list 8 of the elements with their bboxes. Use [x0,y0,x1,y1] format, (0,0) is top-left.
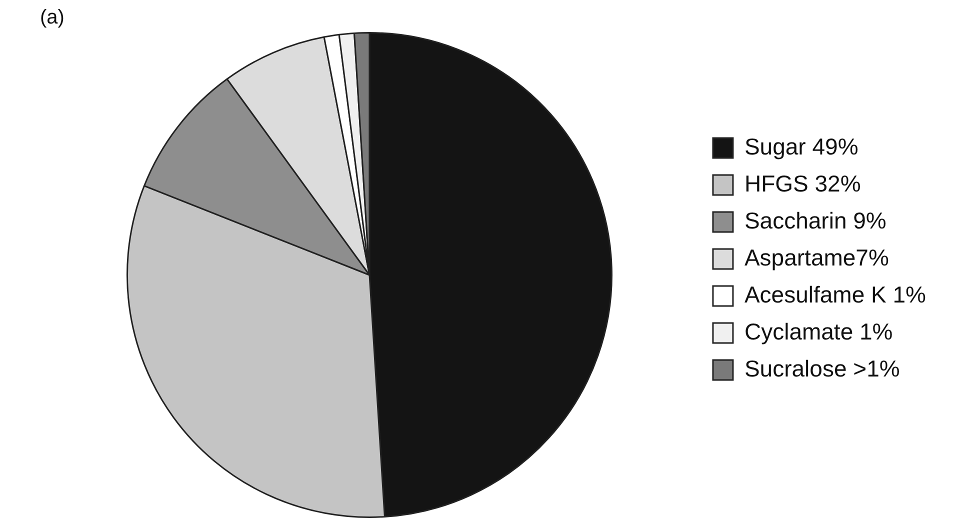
legend-label: Sugar 49% [744,133,858,160]
legend-label: Acesulfame K 1% [744,281,926,308]
legend-label: Aspartame7% [744,244,889,270]
legend-label: Cyclamate 1% [744,318,893,344]
legend-label: Saccharin 9% [744,207,886,234]
chart-title: (a) [40,6,64,29]
legend-label: HFGS 32% [744,170,861,196]
legend-label: Sucralose >1% [744,355,900,382]
